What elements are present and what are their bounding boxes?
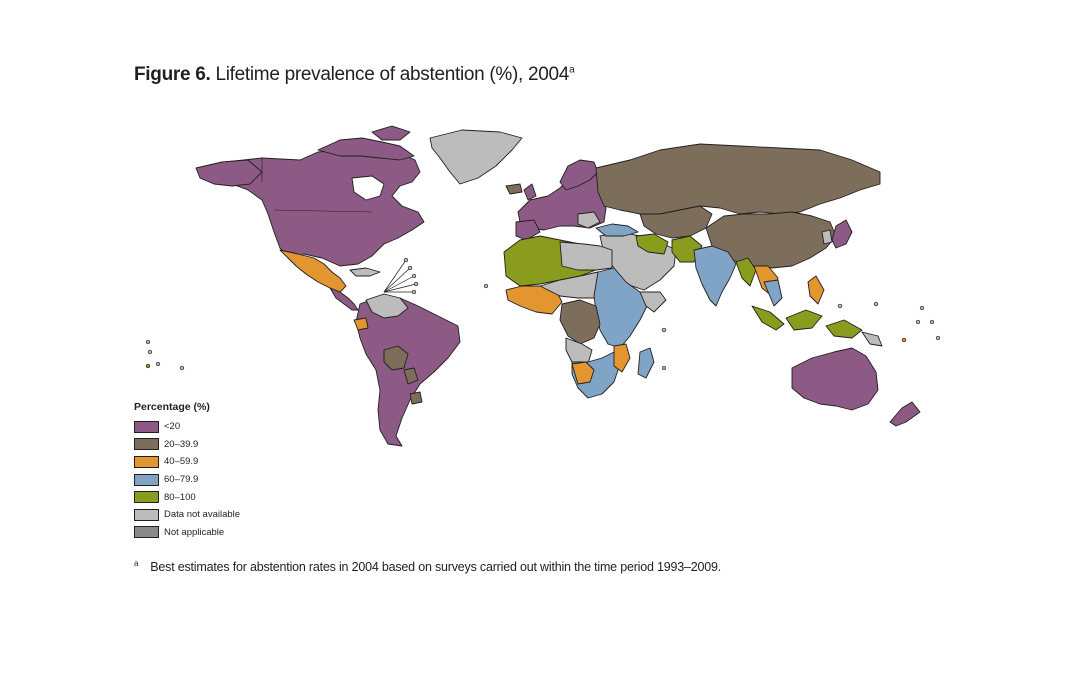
region-japan (831, 219, 853, 249)
region-central-america (329, 287, 359, 311)
legend-label-80-100: 80–100 (164, 491, 196, 503)
figure-title: Figure 6. Lifetime prevalence of abstent… (134, 64, 575, 86)
legend-label-lt20: <20 (164, 421, 181, 433)
region-russia (595, 143, 881, 215)
region-hudson-bay (351, 175, 385, 201)
figure-title-text: Lifetime prevalence of abstention (%), 2… (215, 64, 570, 85)
region-uruguay (409, 391, 423, 405)
region-iceland (505, 183, 523, 195)
region-iran (635, 233, 669, 255)
caribbean-callout (383, 257, 419, 295)
region-indochina-east (763, 279, 783, 307)
legend-label-not-applicable: Not applicable (164, 526, 225, 538)
legend-item-80-100: 80–100 (134, 488, 240, 506)
region-colombia-venezuela (365, 293, 409, 319)
legend-item-60-79: 60–79.9 (134, 471, 240, 489)
legend-item-20-39: 20–39.9 (134, 436, 240, 454)
region-iberia (515, 219, 541, 241)
region-mozambique (613, 343, 631, 373)
region-philippines (807, 275, 825, 305)
region-horn-africa (639, 291, 667, 313)
legend-item-not-applicable: Not applicable (134, 524, 240, 542)
legend-label-40-59: 40–59.9 (164, 456, 199, 468)
region-bolivia (383, 345, 409, 371)
title-superscript: a (569, 64, 575, 76)
region-turkey (595, 223, 639, 237)
legend-label-60-79: 60–79.9 (164, 474, 199, 486)
region-canada-islands (317, 125, 415, 161)
legend-title: Percentage (%) (134, 401, 210, 413)
region-greenland (429, 129, 523, 185)
legend-item-no-data: Data not available (134, 506, 240, 524)
region-namibia-botswana (571, 361, 595, 385)
legend-swatch-lt20 (134, 420, 159, 433)
region-alaska (195, 159, 263, 187)
legend-item-40-59: 40–59.9 (134, 453, 240, 471)
small-islands (145, 283, 941, 371)
region-mexico (279, 249, 347, 293)
region-indonesia (751, 305, 863, 339)
region-paraguay (403, 367, 419, 385)
region-korea (821, 229, 833, 245)
usa-canada-border (273, 209, 373, 213)
legend-label-no-data: Data not available (164, 509, 241, 521)
legend-swatch-not-applicable (134, 526, 159, 539)
region-madagascar (637, 347, 655, 379)
region-india (693, 245, 737, 307)
legend-swatch-60-79 (134, 473, 159, 486)
region-balkans (577, 211, 601, 229)
region-new-zealand (889, 401, 921, 427)
footnote-text: Best estimates for abstention rates in 2… (150, 560, 722, 575)
footnote-mark: a (134, 559, 139, 568)
region-ecuador (353, 317, 369, 331)
region-bangladesh-myanmar (735, 257, 757, 287)
region-central-africa (559, 299, 601, 345)
region-west-africa (505, 285, 563, 315)
legend-swatch-no-data (134, 508, 159, 521)
region-papua (861, 331, 883, 347)
footnote: a Best estimates for abstention rates in … (134, 559, 721, 574)
legend-item-lt20: <20 (134, 418, 240, 436)
legend-swatch-40-59 (134, 455, 159, 468)
legend: Percentage (%) <20 20–39.9 40–59.9 60–79… (134, 401, 240, 541)
region-cuba (349, 267, 381, 277)
region-libya-egypt (559, 241, 613, 271)
region-australia (791, 347, 879, 411)
figure-label: Figure 6. (134, 64, 211, 85)
legend-swatch-20-39 (134, 438, 159, 451)
legend-swatch-80-100 (134, 491, 159, 504)
legend-label-20-39: 20–39.9 (164, 438, 199, 450)
region-uk (523, 183, 537, 201)
